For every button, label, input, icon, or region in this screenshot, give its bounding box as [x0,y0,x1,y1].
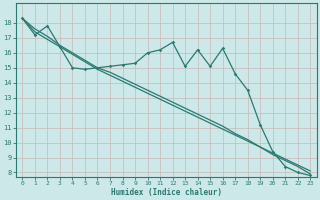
X-axis label: Humidex (Indice chaleur): Humidex (Indice chaleur) [111,188,222,197]
